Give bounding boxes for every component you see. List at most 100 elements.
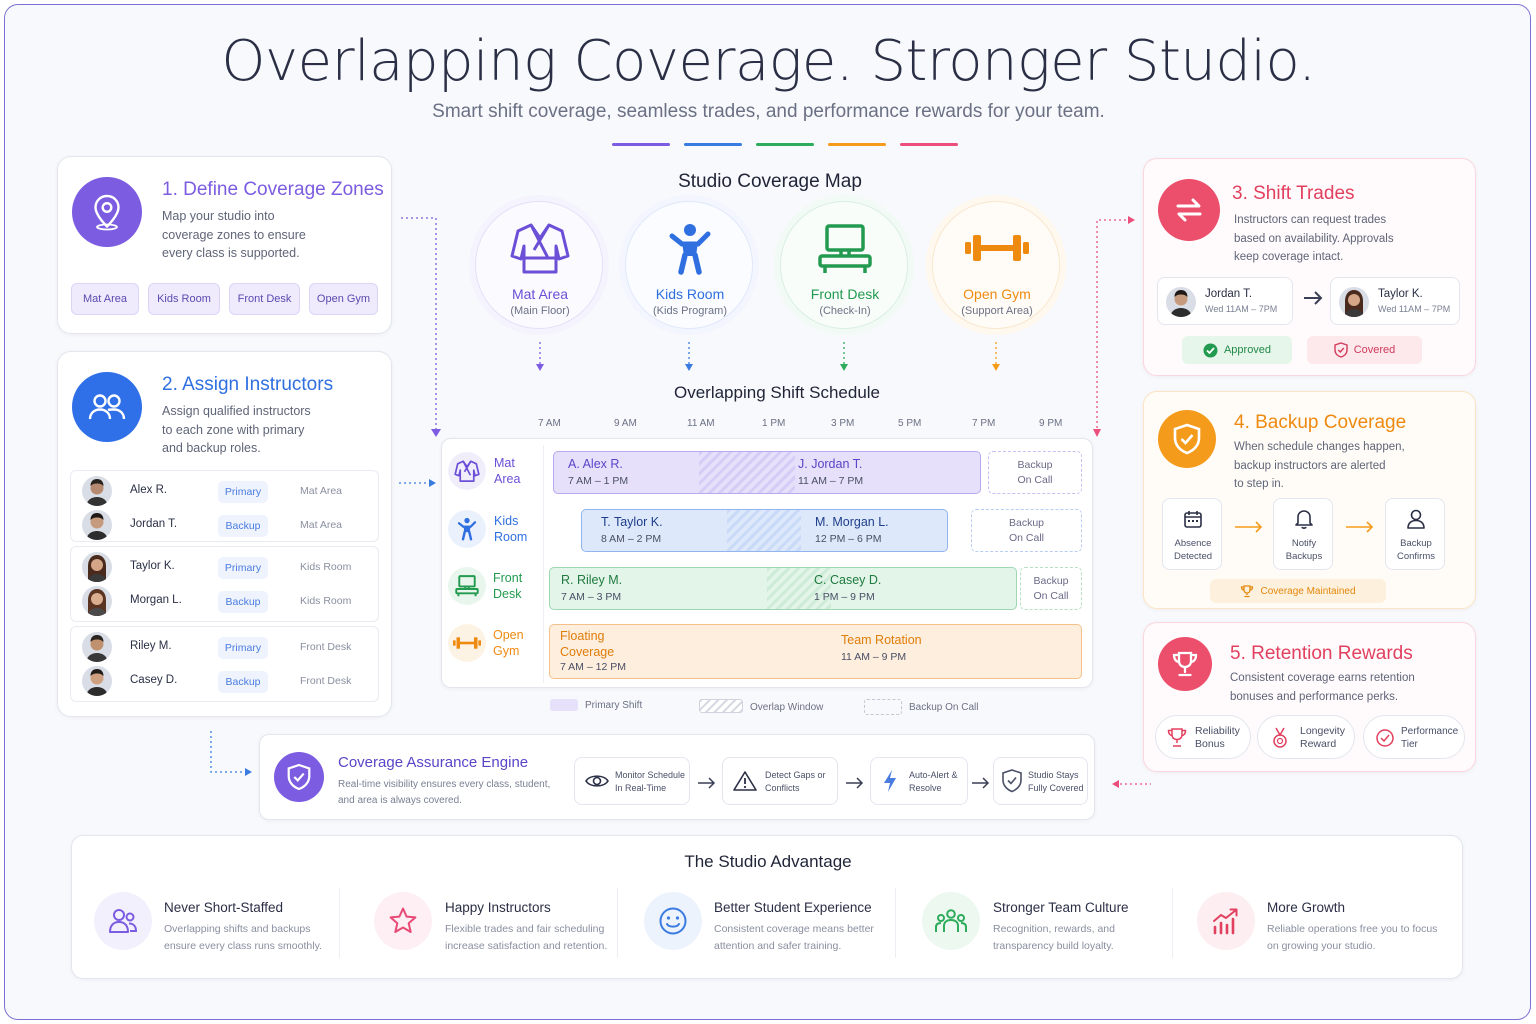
shift-bar-open-gym[interactable]	[549, 624, 1082, 679]
trophy-icon	[1158, 637, 1212, 691]
table-row[interactable]: Alex R. Primary Mat Area	[78, 476, 378, 506]
engine-step-monitor: Monitor Schedule In Real-Time	[574, 757, 690, 805]
advantage-title: Never Short-Staffed	[164, 900, 284, 915]
gi-uniform-icon	[448, 452, 486, 490]
shift-name: R. Riley M.	[561, 573, 623, 587]
schedule-zone-label: Open Gym	[493, 628, 524, 658]
trade-time: Wed 11AM – 7PM	[1378, 304, 1451, 314]
reward-performance-tier: Performance Tier	[1363, 715, 1465, 759]
avatar	[1166, 287, 1196, 317]
engine-step-covered: Studio Stays Fully Covered	[993, 757, 1088, 805]
instructor-group	[70, 626, 379, 702]
shift-name: Floating Coverage	[560, 629, 615, 659]
shift-name: M. Morgan L.	[815, 515, 889, 529]
schedule-zone-label: Kids Room	[494, 514, 528, 544]
page-title: Overlapping Coverage. Stronger Studio.	[221, 29, 1316, 94]
trade-from-card[interactable]: Jordan T. Wed 11AM – 7PM	[1157, 277, 1293, 325]
zone-label: Front Desk	[300, 675, 352, 687]
assign-instructors-card: 2. Assign Instructors Assign qualified i…	[57, 351, 392, 717]
table-row[interactable]: Taylor K. Primary Kids Room	[78, 552, 378, 582]
zone-chip-kids-room[interactable]: Kids Room	[148, 283, 220, 315]
zone-circle-kids-room[interactable]: Kids Room (Kids Program)	[625, 201, 753, 329]
shift-time: 8 AM – 2 PM	[601, 533, 662, 545]
group-icon	[922, 892, 980, 950]
advantage-body: Flexible trades and fair scheduling incre…	[445, 923, 608, 952]
trade-name: Taylor K.	[1378, 288, 1423, 300]
people-icon	[72, 372, 142, 442]
growth-chart-icon	[1197, 892, 1255, 950]
shield-check-icon	[1002, 769, 1022, 793]
card-body: Map your studio into coverage zones to en…	[162, 209, 306, 260]
shift-name: Team Rotation	[841, 633, 922, 647]
divider	[339, 888, 340, 958]
zone-chip-front-desk[interactable]: Front Desk	[229, 283, 300, 315]
bell-icon	[1295, 510, 1313, 529]
shift-time: 7 AM – 3 PM	[561, 591, 622, 603]
divider	[895, 888, 896, 958]
backup-on-call[interactable]: Backup On Call	[988, 451, 1082, 494]
zone-name: Kids Room	[655, 286, 725, 302]
zone-circle-open-gym[interactable]: Open Gym (Support Area)	[932, 201, 1060, 329]
table-row[interactable]: Jordan T. Backup Mat Area	[78, 510, 378, 540]
role-badge: Primary	[218, 637, 268, 659]
zone-sub: (Check-In)	[819, 305, 871, 317]
instructor-group	[70, 546, 379, 622]
arrow-right-icon	[697, 776, 717, 794]
zone-sub: (Main Floor)	[510, 305, 570, 317]
card-body: Assign qualified instructors to each zone…	[162, 404, 311, 455]
smile-icon	[644, 892, 702, 950]
backup-on-call[interactable]: Backup On Call	[1020, 567, 1082, 610]
user-icon	[1407, 509, 1425, 529]
time-tick: 11 AM	[687, 418, 715, 429]
card-heading: 5. Retention Rewards	[1230, 643, 1413, 664]
eye-icon	[585, 775, 609, 787]
schedule-divider	[543, 445, 544, 683]
avatar	[82, 552, 112, 582]
approved-badge: Approved	[1182, 336, 1292, 364]
trade-to-card[interactable]: Taylor K. Wed 11AM – 7PM	[1330, 277, 1460, 325]
shift-time: 7 AM – 1 PM	[568, 475, 629, 487]
advantage-item: Stronger Team Culture Recognition, rewar…	[922, 886, 1172, 966]
time-tick: 1 PM	[762, 418, 786, 429]
shift-time: 11 AM – 7 PM	[798, 475, 864, 487]
time-tick: 3 PM	[831, 418, 855, 429]
zone-circle-mat-area[interactable]: Mat Area (Main Floor)	[475, 201, 603, 329]
engine-step-alert: Auto-Alert & Resolve	[870, 757, 968, 805]
instructor-group	[70, 470, 379, 542]
backup-on-call[interactable]: Backup On Call	[971, 509, 1082, 552]
check-circle-icon	[1203, 343, 1218, 357]
define-zones-card: 1. Define Coverage Zones Map your studio…	[57, 156, 392, 334]
reward-reliability-bonus: Reliability Bonus	[1155, 715, 1251, 759]
zone-chip-open-gym[interactable]: Open Gym	[309, 283, 378, 315]
time-tick: 7 AM	[538, 418, 561, 429]
time-tick: 9 AM	[614, 418, 637, 429]
instructor-name: Morgan L.	[130, 594, 182, 606]
star-icon	[374, 892, 432, 950]
role-badge: Primary	[218, 481, 268, 503]
divider	[1172, 888, 1173, 958]
coverage-maintained-badge: Coverage Maintained	[1210, 579, 1386, 603]
zone-label: Kids Room	[300, 595, 352, 607]
legend-overlap-swatch	[699, 699, 743, 713]
table-row[interactable]: Riley M. Primary Front Desk	[78, 632, 378, 662]
instructor-name: Casey D.	[130, 674, 178, 686]
zone-label: Kids Room	[300, 561, 352, 573]
engine-heading: Coverage Assurance Engine	[338, 754, 529, 771]
legend-primary-label: Primary Shift	[585, 700, 643, 711]
shield-check-icon	[1158, 410, 1216, 468]
legend-backup-label: Backup On Call	[909, 702, 979, 713]
advantage-heading: The Studio Advantage	[684, 852, 852, 871]
zone-circle-front-desk[interactable]: Front Desk (Check-In)	[780, 201, 908, 329]
trade-time: Wed 11AM – 7PM	[1205, 304, 1278, 314]
advantage-title: More Growth	[1267, 900, 1346, 915]
zone-label: Mat Area	[300, 519, 343, 531]
legend-primary-swatch	[550, 699, 578, 711]
table-row[interactable]: Casey D. Backup Front Desk	[78, 666, 378, 696]
instructor-name: Alex R.	[130, 484, 168, 496]
swap-arrows-icon	[1158, 179, 1220, 241]
overlap-window	[767, 568, 831, 609]
backup-coverage-card: 4. Backup Coverage When schedule changes…	[1143, 391, 1476, 609]
table-row[interactable]: Morgan L. Backup Kids Room	[78, 586, 378, 616]
trade-name: Jordan T.	[1205, 288, 1253, 300]
zone-chip-mat-area[interactable]: Mat Area	[71, 283, 139, 315]
